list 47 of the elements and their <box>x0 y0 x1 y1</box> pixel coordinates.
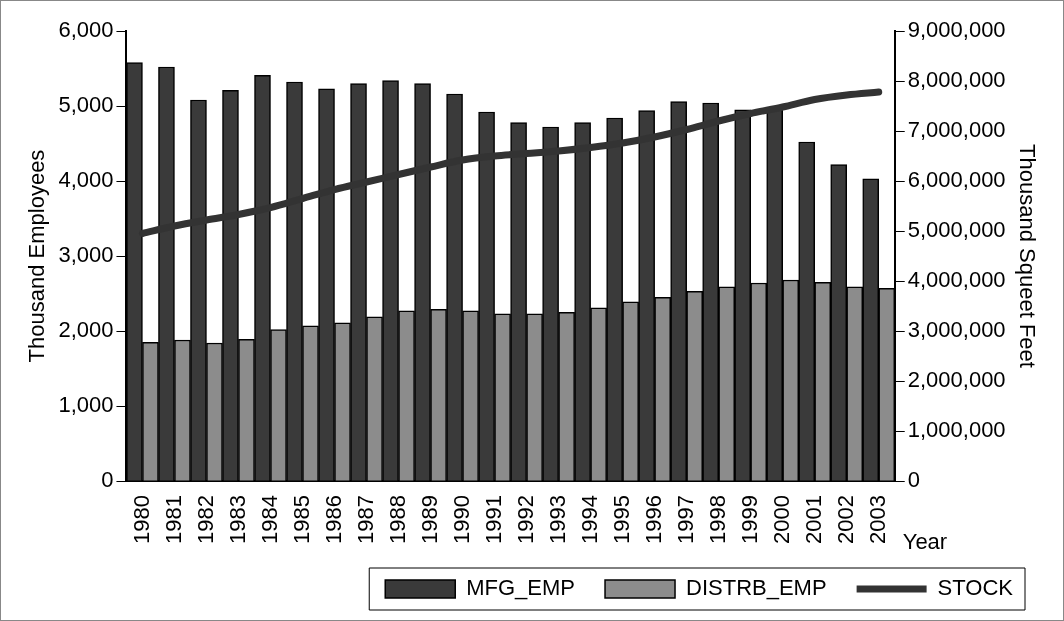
y2-tick-label: 2,000,000 <box>907 367 1006 393</box>
x-tick-label: 1999 <box>736 495 762 545</box>
y2-tick-label: 6,000,000 <box>907 167 1006 193</box>
x-axis-title: Year <box>902 529 948 555</box>
y-tick-label: 4,000 <box>58 167 114 193</box>
y2-tick-label: 4,000,000 <box>907 267 1006 293</box>
legend-label: DISTRB_EMP <box>686 575 827 601</box>
x-tick-label: 1989 <box>416 495 442 545</box>
legend-label: MFG_EMP <box>466 575 576 601</box>
x-tick-label: 1987 <box>352 495 378 545</box>
x-tick-label: 1993 <box>544 495 570 545</box>
x-tick-label: 1995 <box>608 495 634 545</box>
y2-tick-label: 8,000,000 <box>907 67 1006 93</box>
x-tick-label: 1982 <box>192 495 218 545</box>
x-tick-label: 2000 <box>768 495 794 545</box>
x-tick-label: 2002 <box>832 495 858 545</box>
y2-tick-label: 0 <box>907 467 920 493</box>
y-tick-label: 6,000 <box>58 17 114 43</box>
x-tick-label: 2003 <box>864 495 890 545</box>
x-tick-label: 1981 <box>160 495 186 545</box>
y-tick-label: 3,000 <box>58 242 114 268</box>
x-tick-label: 1992 <box>512 495 538 545</box>
y-tick-label: 5,000 <box>58 92 114 118</box>
y2-tick-label: 9,000,000 <box>907 17 1006 43</box>
x-tick-label: 1997 <box>672 495 698 545</box>
x-tick-label: 1996 <box>640 495 666 545</box>
y-tick-label: 2,000 <box>58 317 114 343</box>
x-tick-label: 1983 <box>224 495 250 545</box>
y2-tick-label: 1,000,000 <box>907 417 1006 443</box>
legend-label: STOCK <box>937 575 1014 601</box>
y2-tick-label: 3,000,000 <box>907 317 1006 343</box>
y2-tick-label: 5,000,000 <box>907 217 1006 243</box>
y-tick-label: 1,000 <box>58 392 114 418</box>
x-tick-label: 1990 <box>448 495 474 545</box>
x-tick-label: 1986 <box>320 495 346 545</box>
x-tick-label: 2001 <box>800 495 826 545</box>
x-tick-label: 1998 <box>704 495 730 545</box>
x-tick-label: 1991 <box>480 495 506 545</box>
y2-axis-title: Thousand Squeet Feet <box>1014 144 1040 368</box>
y2-tick-label: 7,000,000 <box>907 117 1006 143</box>
x-tick-label: 1980 <box>128 495 154 545</box>
x-tick-label: 1984 <box>256 495 282 545</box>
x-tick-label: 1985 <box>288 495 314 545</box>
y-tick-label: 0 <box>101 467 114 493</box>
x-tick-label: 1988 <box>384 495 410 545</box>
y-axis-title: Thousand Employees <box>24 149 50 363</box>
x-tick-label: 1994 <box>576 495 602 545</box>
